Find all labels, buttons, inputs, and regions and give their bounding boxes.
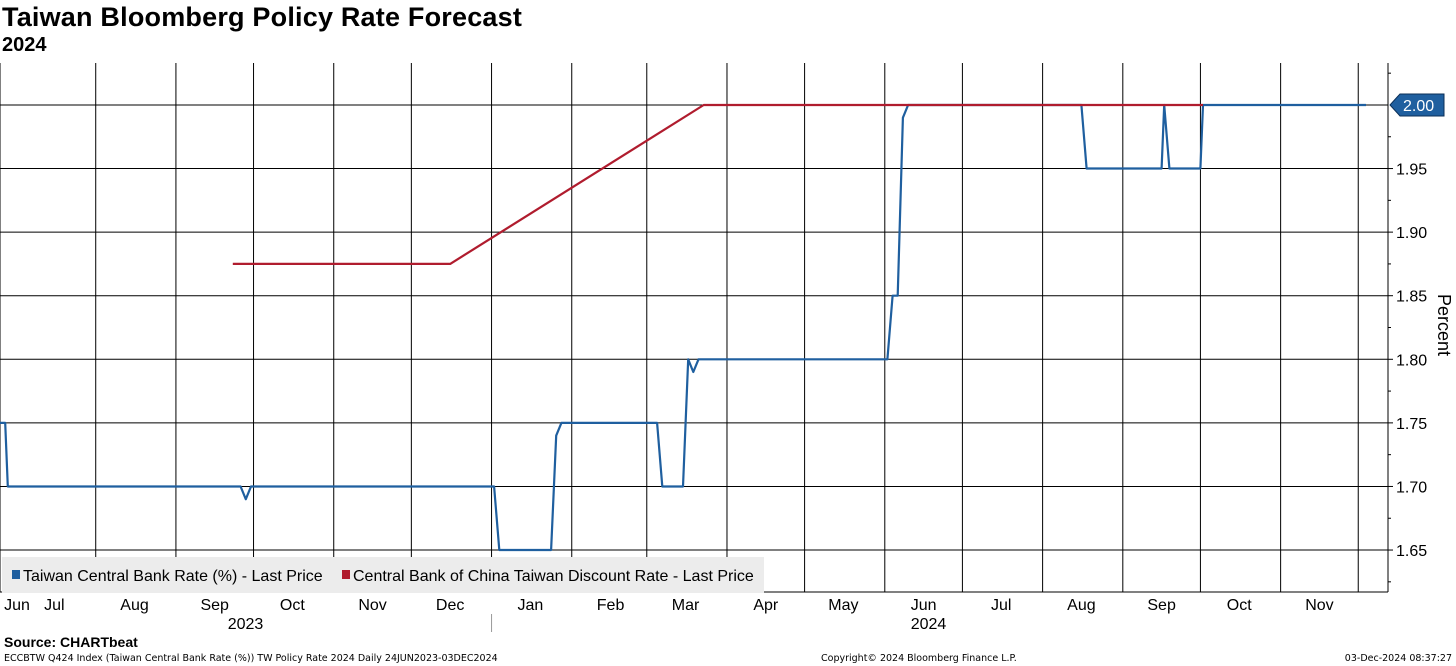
x-tick-label: Nov	[358, 597, 386, 614]
y-tick-label: 1.90	[1396, 225, 1427, 242]
footer-series-info: ECCBTW Q424 Index (Taiwan Central Bank R…	[4, 653, 498, 664]
taiwan-central-bank-rate-line	[0, 103, 1366, 552]
x-tick-label: Mar	[672, 597, 700, 614]
y-tick-label: 1.65	[1396, 543, 1427, 560]
x-tick-label: Jun	[4, 597, 30, 614]
chart-title: Taiwan Bloomberg Policy Rate Forecast	[2, 2, 523, 32]
legend-box	[2, 557, 764, 593]
x-tick-label: Jul	[44, 597, 64, 614]
x-tick-label: Jul	[991, 597, 1011, 614]
x-tick-label: Aug	[120, 597, 148, 614]
x-tick-label: May	[828, 597, 858, 614]
y-tick-label: 1.70	[1396, 479, 1427, 496]
x-tick-label: Oct	[1227, 597, 1252, 614]
x-tick-label: Nov	[1305, 597, 1333, 614]
footer-timestamp: 03-Dec-2024 08:37:27	[1344, 653, 1452, 664]
legend-swatch	[342, 570, 350, 579]
chart-subtitle: 2024	[2, 34, 47, 56]
y-tick-label: 1.75	[1396, 416, 1427, 433]
x-tick-label: Oct	[280, 597, 305, 614]
x-tick-label: Aug	[1067, 597, 1095, 614]
footer-copyright: Copyright© 2024 Bloomberg Finance L.P.	[821, 653, 1017, 664]
x-tick-label: Jun	[911, 597, 937, 614]
legend-label: Central Bank of China Taiwan Discount Ra…	[353, 568, 754, 585]
x-tick-label: Feb	[597, 597, 625, 614]
legend-label: Taiwan Central Bank Rate (%) - Last Pric…	[23, 568, 323, 585]
source-note: Source: CHARTbeat	[4, 634, 138, 650]
x-tick-label: Apr	[753, 597, 779, 614]
y-tick-label: 1.80	[1396, 352, 1427, 369]
x-year-label: 2023	[228, 616, 264, 633]
x-tick-label: Jan	[517, 597, 543, 614]
x-tick-label: Dec	[436, 597, 464, 614]
legend-swatch	[12, 570, 20, 579]
x-year-label: 2024	[911, 616, 947, 633]
y-axis-label: Percent	[1434, 294, 1454, 356]
x-tick-label: Sep	[1147, 597, 1176, 614]
discount-rate-line	[232, 103, 1203, 265]
x-tick-label: Sep	[200, 597, 229, 614]
y-tick-label: 1.95	[1396, 162, 1427, 179]
last-value-marker	[1389, 93, 1445, 117]
policy-rate-chart: 1.65 1.70 1.75 1.80 1.85 1.90 1.95 Percent Jun Ju…	[0, 63, 1454, 633]
last-value-label: 2.00	[1403, 98, 1434, 115]
y-tick-label: 1.85	[1396, 289, 1427, 306]
